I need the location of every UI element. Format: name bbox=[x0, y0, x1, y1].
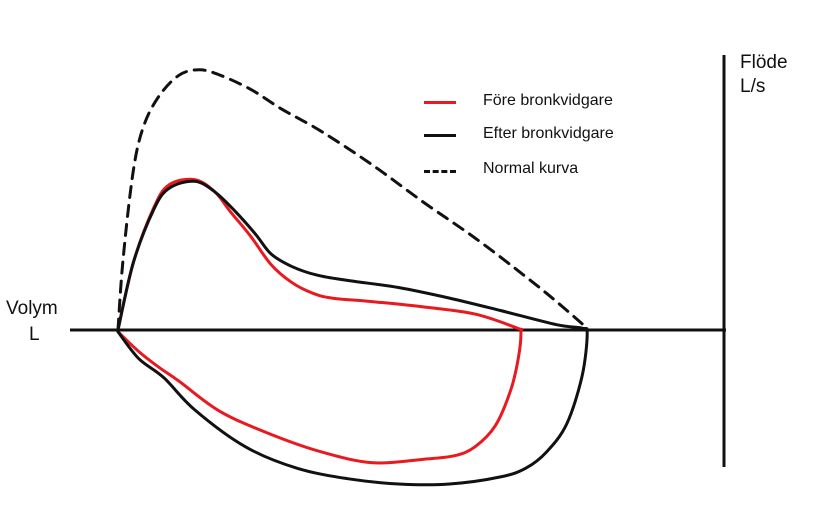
legend-label-fore: Före bronkvidgare bbox=[483, 92, 613, 109]
y-axis-label-unit: L/s bbox=[740, 76, 766, 97]
series-line-fore bbox=[116, 177, 524, 465]
x-axis-label-unit: L bbox=[29, 324, 40, 345]
legend-swatch-efter bbox=[424, 134, 456, 137]
series-line-efter bbox=[116, 179, 589, 487]
legend-swatch-fore bbox=[424, 101, 456, 104]
y-axis-label-top: Flöde bbox=[740, 52, 788, 73]
series-line-normal bbox=[116, 68, 589, 332]
x-axis-label-top: Volym bbox=[6, 298, 58, 319]
legend-swatch-normal bbox=[424, 170, 456, 173]
series-layer bbox=[116, 68, 589, 487]
legend-label-efter: Efter bronkvidgare bbox=[483, 125, 614, 142]
legend-label-normal: Normal kurva bbox=[483, 160, 579, 177]
